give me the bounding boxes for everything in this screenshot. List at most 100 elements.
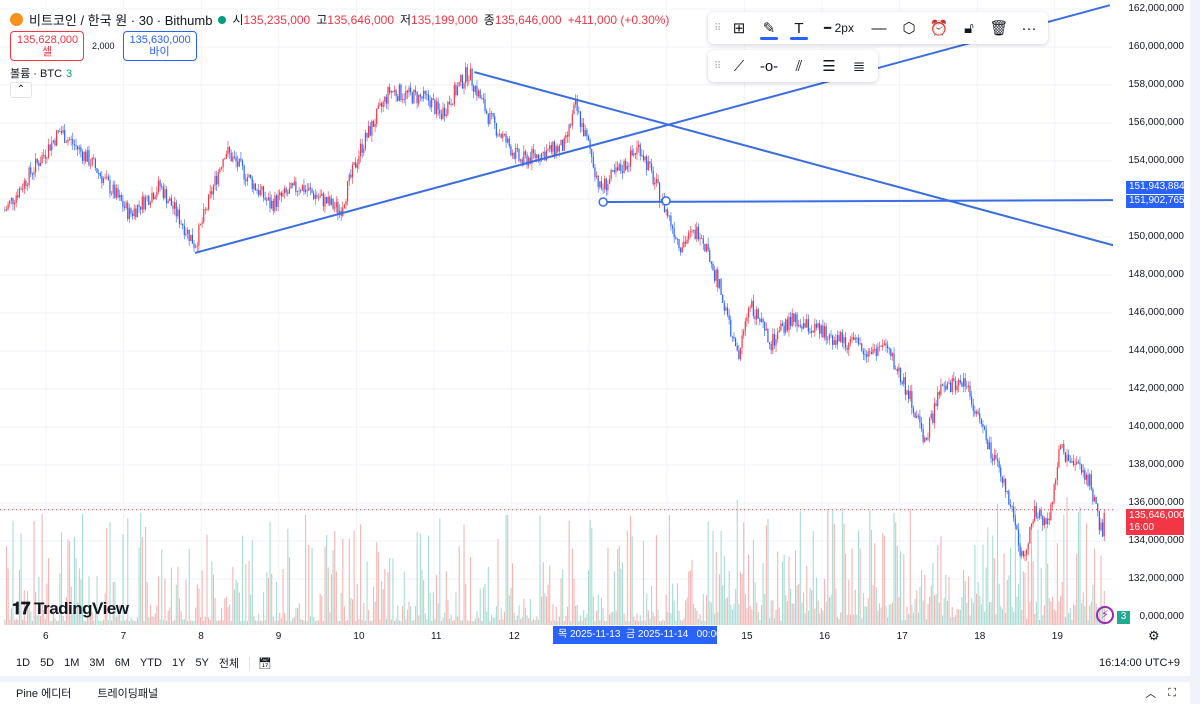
candle [587,136,590,141]
volume-bar [448,618,451,625]
clock[interactable]: 16:14:00 UTC+9 [1098,657,1180,669]
volume-bar [363,602,365,625]
buy-button[interactable]: 135,630,000 바이 [122,31,197,61]
range-3M[interactable]: 3M [89,657,105,669]
trading-panel-tab[interactable]: 트레이딩패널 [97,688,159,700]
pencil-color-icon[interactable]: ✎ [756,15,782,41]
range-1M[interactable]: 1M [64,657,80,669]
candle [895,368,897,370]
go-to-date-icon[interactable]: 📅︎ [249,656,272,670]
volume-bar [38,576,40,625]
range-전체[interactable]: 전체 [218,658,240,670]
volume-bar [65,597,67,625]
volume-bar [785,595,787,625]
volume-bar [463,524,465,625]
volume-bar [209,619,211,625]
sell-button[interactable]: 135,628,000 셀 [10,31,84,61]
range-5Y[interactable]: 5Y [195,657,209,669]
volume-bar [48,557,50,625]
unlock-icon[interactable]: 🔓︎ [964,19,974,37]
trend-line-icon[interactable]: ⟋ [733,57,745,75]
candle [46,157,48,159]
volume-bar [335,571,337,625]
chart-pane[interactable]: 비트코인 / 한국 원 · 30 · Bithumb 시135,235,000 … [0,0,1190,650]
range-1D[interactable]: 1D [16,657,31,669]
volume-bar [1071,619,1073,625]
volume-bar [56,621,58,625]
candle [253,183,255,190]
volume-bar [112,581,114,625]
candle [487,113,489,124]
more-icon[interactable]: ··· [1021,19,1037,37]
volume-bar [592,596,594,625]
tradingview-logo[interactable]: 𝟏𝟕 TradingView [12,599,129,619]
candle [43,154,45,156]
line-style-icon[interactable]: — [871,19,887,37]
volume-legend[interactable]: 볼륨 · BTC 3 [10,65,72,81]
candle [401,99,404,100]
candle [557,146,559,152]
price-chart[interactable] [0,0,1113,625]
volume-bar [909,509,911,625]
price-tick: 134,000,000 [1128,535,1184,546]
collapse-legend-button[interactable]: ⌃ [10,82,32,98]
range-YTD[interactable]: YTD [139,657,162,669]
range-1Y[interactable]: 1Y [171,657,186,669]
time-axis[interactable]: 6 7 8 9 10 11 12 15 16 17 18 19 [0,625,1113,647]
volume-bar [166,620,168,625]
volume-bar [621,562,624,625]
candle [828,334,830,340]
horizontal-ray-icon[interactable]: -o- [759,57,779,75]
drag-handle-icon[interactable]: ⠿ [714,22,722,34]
settings-hex-icon[interactable]: ⬡ [902,20,916,37]
volume-bar [1043,605,1045,625]
price-axis[interactable]: 162,000,000 160,000,000 158,000,000 156,000… [1113,0,1188,625]
lightning-icon[interactable]: ⚡︎ [1096,606,1114,624]
line-width-icon[interactable]: ━ 2px [824,21,854,35]
volume-bar [240,620,242,625]
expand-panel-icon[interactable]: ︿ [1145,688,1157,700]
symbol-title[interactable]: 비트코인 / 한국 원 · 30 · Bithumb [29,13,213,28]
range-6M[interactable]: 6M [114,657,130,669]
volume-bar [607,547,609,625]
volume-bar [259,620,261,625]
candle [408,87,410,93]
volume-bar [969,615,971,625]
volume-bar [151,616,153,625]
volume-bar [149,604,151,625]
parallel-channel-icon[interactable]: ⫽ [795,57,803,75]
candle [694,229,696,240]
pine-editor-tab[interactable]: Pine 에디터 [16,688,72,700]
candle [1100,522,1102,531]
volume-bar [72,613,74,625]
candle [10,198,12,201]
candle [460,75,462,83]
volume-bar [820,608,822,625]
candle [1103,512,1105,537]
candle [1040,510,1042,516]
fib-retracement-icon[interactable]: ☰ [822,58,836,75]
volume-bar [314,620,316,625]
axis-settings-icon[interactable]: ⚙︎ [1148,628,1160,643]
candle [531,149,533,164]
volume-bar [172,620,174,625]
pitchfork-icon[interactable]: ≣ [852,58,866,75]
candle [182,223,184,226]
alert-add-icon[interactable]: ⏰ [929,20,949,37]
range-5D[interactable]: 5D [40,657,55,669]
candle [725,307,727,311]
trash-icon[interactable]: 🗑︎ [989,20,1009,37]
volume-bar [439,518,441,625]
high-label: 고 [316,13,328,27]
candle [170,198,172,206]
trend-line [194,4,1111,254]
templates-icon[interactable]: ⊞ [732,20,746,37]
candle [125,202,127,208]
text-color-icon[interactable]: T [786,15,812,41]
volume-bar [1026,618,1028,625]
drag-handle-icon[interactable]: ⠿ [714,60,722,72]
maximize-panel-icon[interactable]: ⛶ [1168,686,1176,699]
candle [1050,504,1052,520]
candle [541,153,543,161]
candle [18,188,21,198]
